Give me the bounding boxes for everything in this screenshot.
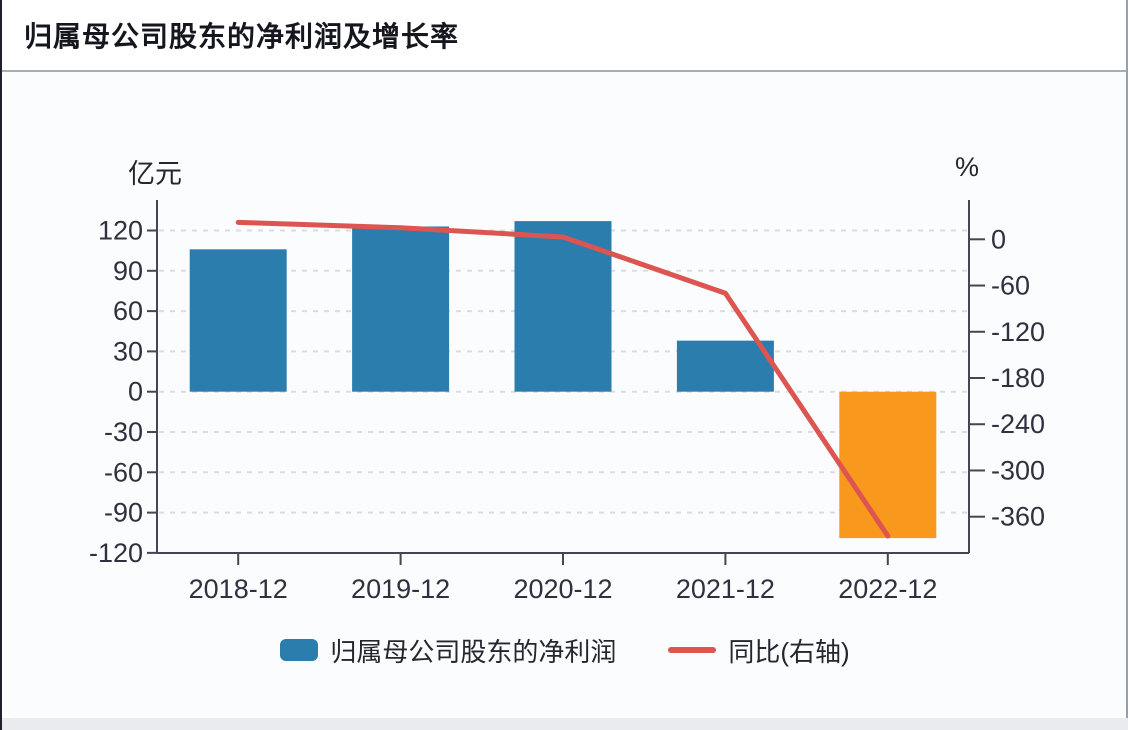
line-series-swatch-icon — [668, 647, 717, 653]
x-axis-label: 2019-12 — [351, 574, 450, 604]
bottom-scroll-track — [2, 718, 1128, 730]
right-axis-tick-label: -360 — [991, 502, 1045, 532]
left-axis-tick-label: -90 — [104, 498, 143, 528]
left-axis-tick-label: 120 — [98, 216, 143, 246]
right-axis-tick-label: 0 — [991, 224, 1006, 254]
bar-2022-12[interactable] — [839, 391, 937, 539]
x-axis-label: 2018-12 — [189, 574, 288, 604]
page-title: 归属母公司股东的净利润及增长率 — [24, 21, 460, 52]
right-axis-tick-label: -60 — [991, 271, 1030, 301]
header-divider — [2, 70, 1128, 72]
right-axis-tick-label: -120 — [991, 317, 1045, 347]
bar-2019-12[interactable] — [352, 226, 450, 392]
x-axis-label: 2022-12 — [838, 574, 937, 604]
yoy-line — [235, 219, 891, 539]
legend: 归属母公司股东的净利润 同比(右轴) — [2, 628, 1128, 672]
left-axis-tick-label: -60 — [104, 457, 143, 487]
left-axis-tick-label: -30 — [104, 417, 143, 447]
right-axis-unit-label: % — [955, 152, 980, 182]
bar-series-swatch-icon — [280, 639, 319, 661]
right-axis-tick-label: -240 — [991, 409, 1045, 439]
x-axis-label: 2020-12 — [513, 574, 612, 604]
right-axis-tick-label: -300 — [991, 455, 1045, 485]
legend-label-yoy: 同比(右轴) — [728, 636, 850, 667]
legend-item-net-profit[interactable]: 归属母公司股东的净利润 — [280, 632, 616, 669]
legend-item-yoy[interactable]: 同比(右轴) — [668, 632, 850, 669]
right-axis-tick-label: -180 — [991, 363, 1045, 393]
chart-panel — [4, 72, 1126, 718]
left-axis-tick-label: 90 — [113, 256, 143, 286]
bar-2018-12[interactable] — [189, 249, 287, 392]
left-axis-tick-label: 60 — [113, 296, 143, 326]
bar-2021-12[interactable] — [676, 340, 774, 392]
left-axis-tick-label: -120 — [89, 538, 143, 568]
left-axis-tick-label: 30 — [113, 336, 143, 366]
left-axis-tick-label: 0 — [128, 377, 143, 407]
left-axis-unit-label: 亿元 — [128, 159, 182, 189]
card-right-border — [1126, 0, 1128, 720]
x-axis-label: 2021-12 — [676, 574, 775, 604]
legend-label-net-profit: 归属母公司股东的净利润 — [330, 636, 617, 667]
card-header: 归属母公司股东的净利润及增长率 — [2, 0, 1128, 70]
